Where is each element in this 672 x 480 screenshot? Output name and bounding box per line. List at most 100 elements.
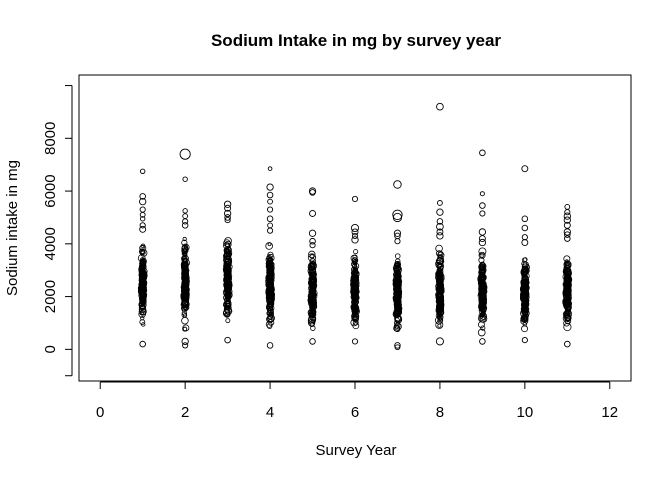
data-point: [435, 244, 443, 253]
data-point: [309, 302, 316, 309]
x-axis: 0 2 4 6 8 10 12: [96, 381, 618, 421]
data-point: [480, 296, 486, 302]
data-point: [224, 237, 232, 245]
data-point: [478, 251, 486, 259]
data-point: [478, 321, 485, 329]
data-point: [267, 319, 275, 326]
data-point: [310, 291, 315, 297]
data-point: [563, 310, 570, 317]
data-point: [353, 261, 358, 266]
data-point: [267, 307, 274, 314]
data-point-outlier: [266, 215, 274, 223]
data-point: [266, 294, 276, 303]
data-point: [394, 258, 401, 265]
data-point: [309, 275, 317, 283]
data-point-outlier: [478, 238, 487, 247]
data-point: [224, 291, 232, 299]
data-point: [182, 278, 188, 284]
data-point: [394, 325, 401, 333]
data-point: [353, 271, 358, 277]
data-point: [563, 255, 571, 263]
data-point-outlier: [478, 235, 486, 243]
x-tick-label: 10: [517, 404, 534, 421]
data-point: [309, 313, 315, 319]
data-point: [520, 314, 529, 323]
data-point: [392, 310, 401, 318]
data-point: [437, 274, 443, 280]
data-point-outlier: [351, 236, 359, 244]
x-tick-label: 4: [266, 404, 274, 421]
data-point: [437, 323, 442, 328]
data-point: [352, 280, 359, 286]
data-point: [181, 265, 189, 273]
data-point-outlier: [436, 208, 444, 216]
data-point: [309, 254, 315, 259]
data-point: [223, 266, 232, 275]
y-tick-label: 4000: [42, 227, 59, 260]
data-point: [183, 277, 189, 283]
data-point-outlier: [267, 198, 273, 205]
data-point: [310, 275, 317, 282]
data-point: [396, 279, 401, 284]
data-point: [138, 310, 146, 318]
data-point: [180, 304, 189, 312]
data-point: [224, 262, 233, 271]
data-point: [394, 308, 403, 317]
data-point: [563, 260, 572, 269]
data-point-outlier: [182, 176, 188, 182]
data-point: [224, 278, 233, 287]
data-point: [268, 306, 273, 311]
data-point: [307, 296, 316, 305]
data-point: [267, 293, 272, 299]
x-tick-label: 2: [181, 404, 189, 421]
data-point-outlier: [308, 187, 317, 195]
data-point: [394, 289, 403, 298]
data-point: [351, 307, 360, 316]
data-point: [267, 314, 275, 323]
data-point-outlier: [139, 168, 146, 174]
data-point: [140, 286, 146, 291]
data-point-outlier: [435, 337, 444, 346]
data-point: [564, 267, 572, 275]
data-point-outlier: [521, 215, 529, 223]
data-point: [223, 286, 232, 294]
data-point-outlier: [309, 237, 316, 245]
data-point: [140, 316, 145, 321]
data-point: [521, 292, 528, 299]
data-point: [564, 317, 572, 325]
data-point-outlier: [351, 228, 359, 236]
data-point: [478, 298, 487, 307]
data-point: [392, 295, 401, 304]
data-point-outlier: [181, 222, 189, 229]
data-point-outlier: [181, 337, 189, 346]
data-point: [352, 269, 359, 275]
data-point: [565, 306, 572, 313]
data-point: [184, 292, 188, 297]
data-point: [436, 305, 444, 312]
data-point: [307, 253, 317, 262]
data-point: [523, 274, 529, 280]
data-point-outlier: [139, 206, 146, 213]
data-point: [225, 318, 231, 324]
data-point-outlier: [521, 337, 528, 344]
data-point-outlier: [139, 222, 146, 229]
data-point: [310, 290, 315, 294]
x-tick-label: 8: [436, 404, 444, 421]
data-point: [139, 301, 146, 307]
data-point-outlier: [350, 223, 360, 233]
y-tick-label: 0: [42, 345, 59, 353]
data-point-outlier: [436, 102, 444, 111]
data-point-outlier: [521, 224, 529, 232]
data-point: [393, 283, 402, 292]
data-point-outlier: [266, 227, 274, 234]
data-point: [265, 275, 273, 283]
data-point: [563, 322, 572, 332]
data-point-outlier: [479, 210, 486, 217]
data-point: [478, 268, 486, 276]
data-point: [563, 282, 570, 289]
data-point: [351, 315, 358, 322]
data-point-outlier: [521, 239, 529, 246]
data-point-outlier: [224, 217, 231, 224]
data-point: [224, 304, 230, 310]
